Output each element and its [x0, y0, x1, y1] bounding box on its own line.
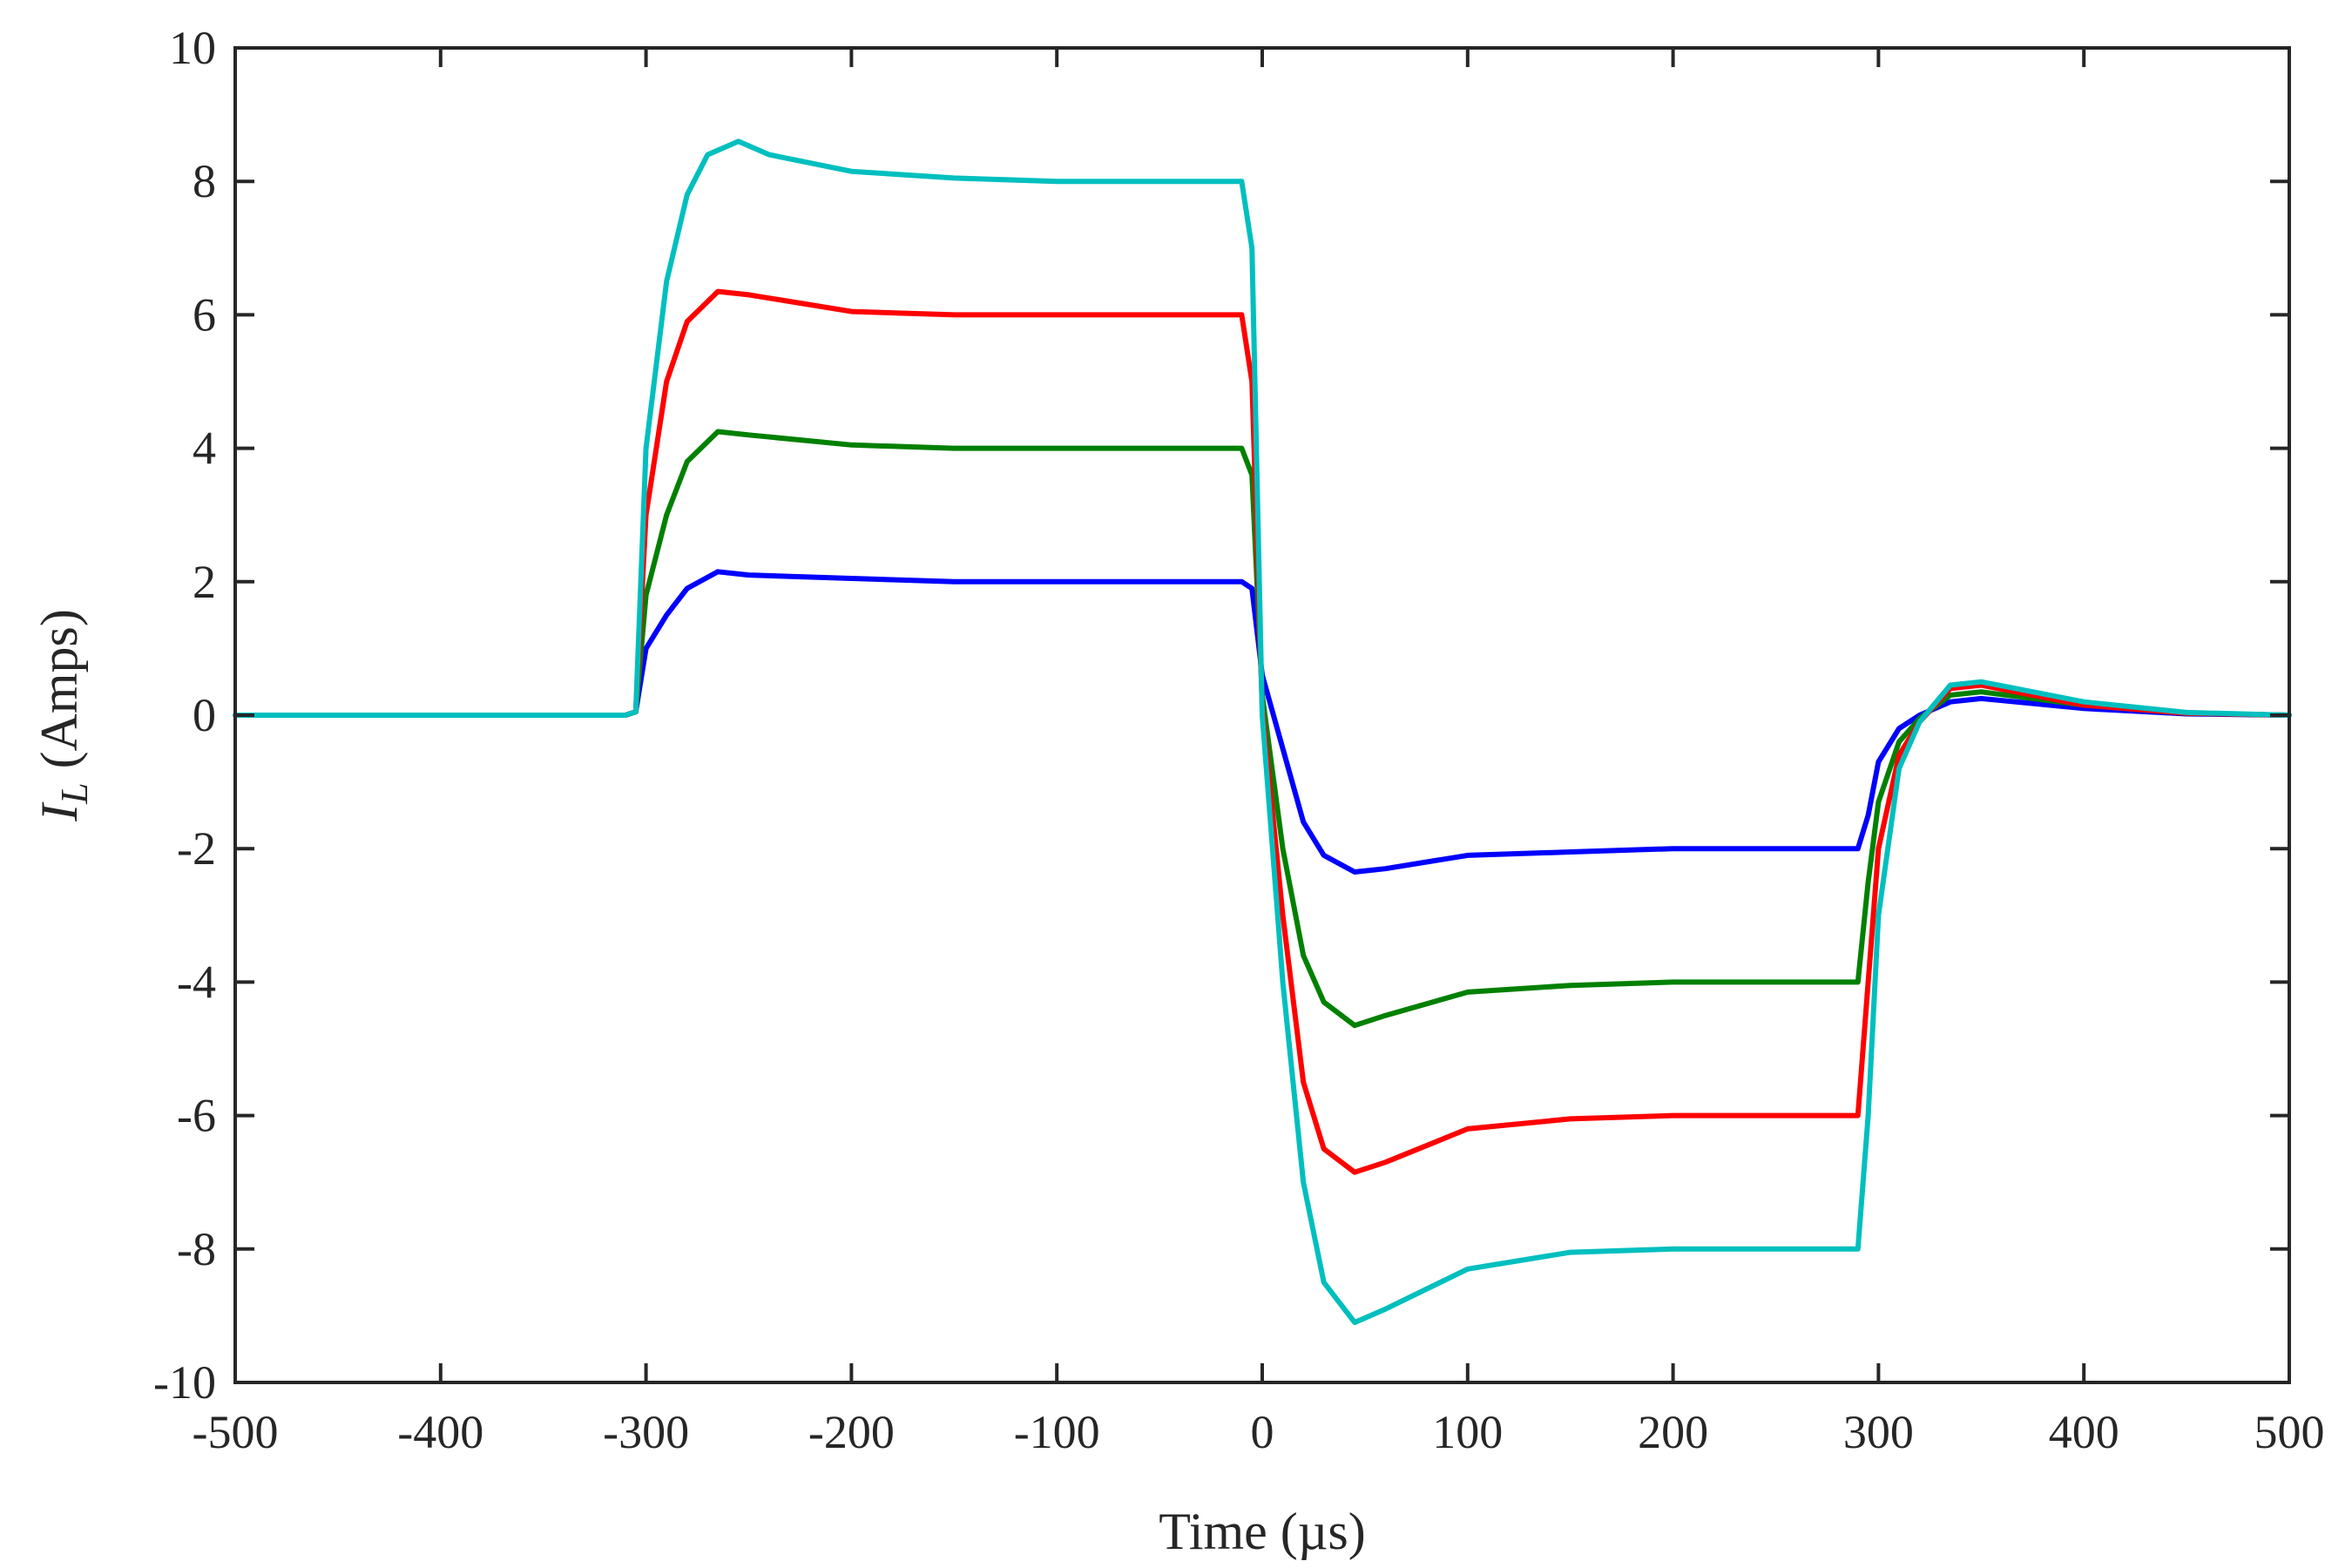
y-tick-label: -4 — [177, 956, 216, 1008]
y-tick-label: 8 — [193, 155, 216, 207]
x-tick-label: 0 — [1251, 1406, 1274, 1458]
y-tick-label: 10 — [169, 22, 216, 74]
x-tick-label: -500 — [193, 1406, 279, 1458]
x-tick-label: -300 — [603, 1406, 689, 1458]
x-tick-label: -100 — [1014, 1406, 1100, 1458]
series-line-1 — [233, 569, 2292, 875]
y-tick-label: -6 — [177, 1090, 216, 1142]
series-line-3 — [233, 288, 2292, 1175]
y-tick-label: 4 — [193, 422, 216, 475]
x-tick-label: 500 — [2254, 1406, 2325, 1458]
series-line-4 — [233, 139, 2292, 1326]
y-axis-unit: (Amps) — [30, 609, 88, 768]
y-tick-labels: 10 8 6 4 2 0 -2 -4 -6 -8 -10 — [153, 22, 216, 1409]
x-tick-label: -400 — [397, 1406, 483, 1458]
y-tick-label: -10 — [153, 1356, 216, 1409]
y-tick-label: 0 — [193, 689, 216, 741]
x-tick-label: -200 — [808, 1406, 895, 1458]
tick-layer — [233, 46, 2291, 1384]
x-tick-labels: -500 -400 -300 -200 -100 0 100 200 300 400 500 — [193, 1406, 2325, 1458]
x-tick-label: 200 — [1638, 1406, 1708, 1458]
y-tick-label: -2 — [177, 822, 216, 875]
y-axis-symbol: I — [30, 801, 88, 822]
x-tick-label: 400 — [2049, 1406, 2119, 1458]
y-axis-subscript: L — [53, 782, 96, 804]
y-axis-label: IL (Amps) — [30, 609, 96, 822]
y-tick-label: -8 — [177, 1223, 216, 1275]
series-layer — [233, 139, 2292, 1326]
y-tick-label: 2 — [193, 556, 216, 608]
y-tick-label: 6 — [193, 288, 216, 341]
x-tick-label: 100 — [1432, 1406, 1503, 1458]
x-axis-label: Time (µs) — [1159, 1503, 1365, 1560]
series-line-2 — [233, 429, 2292, 1029]
x-tick-label: 300 — [1843, 1406, 1914, 1458]
